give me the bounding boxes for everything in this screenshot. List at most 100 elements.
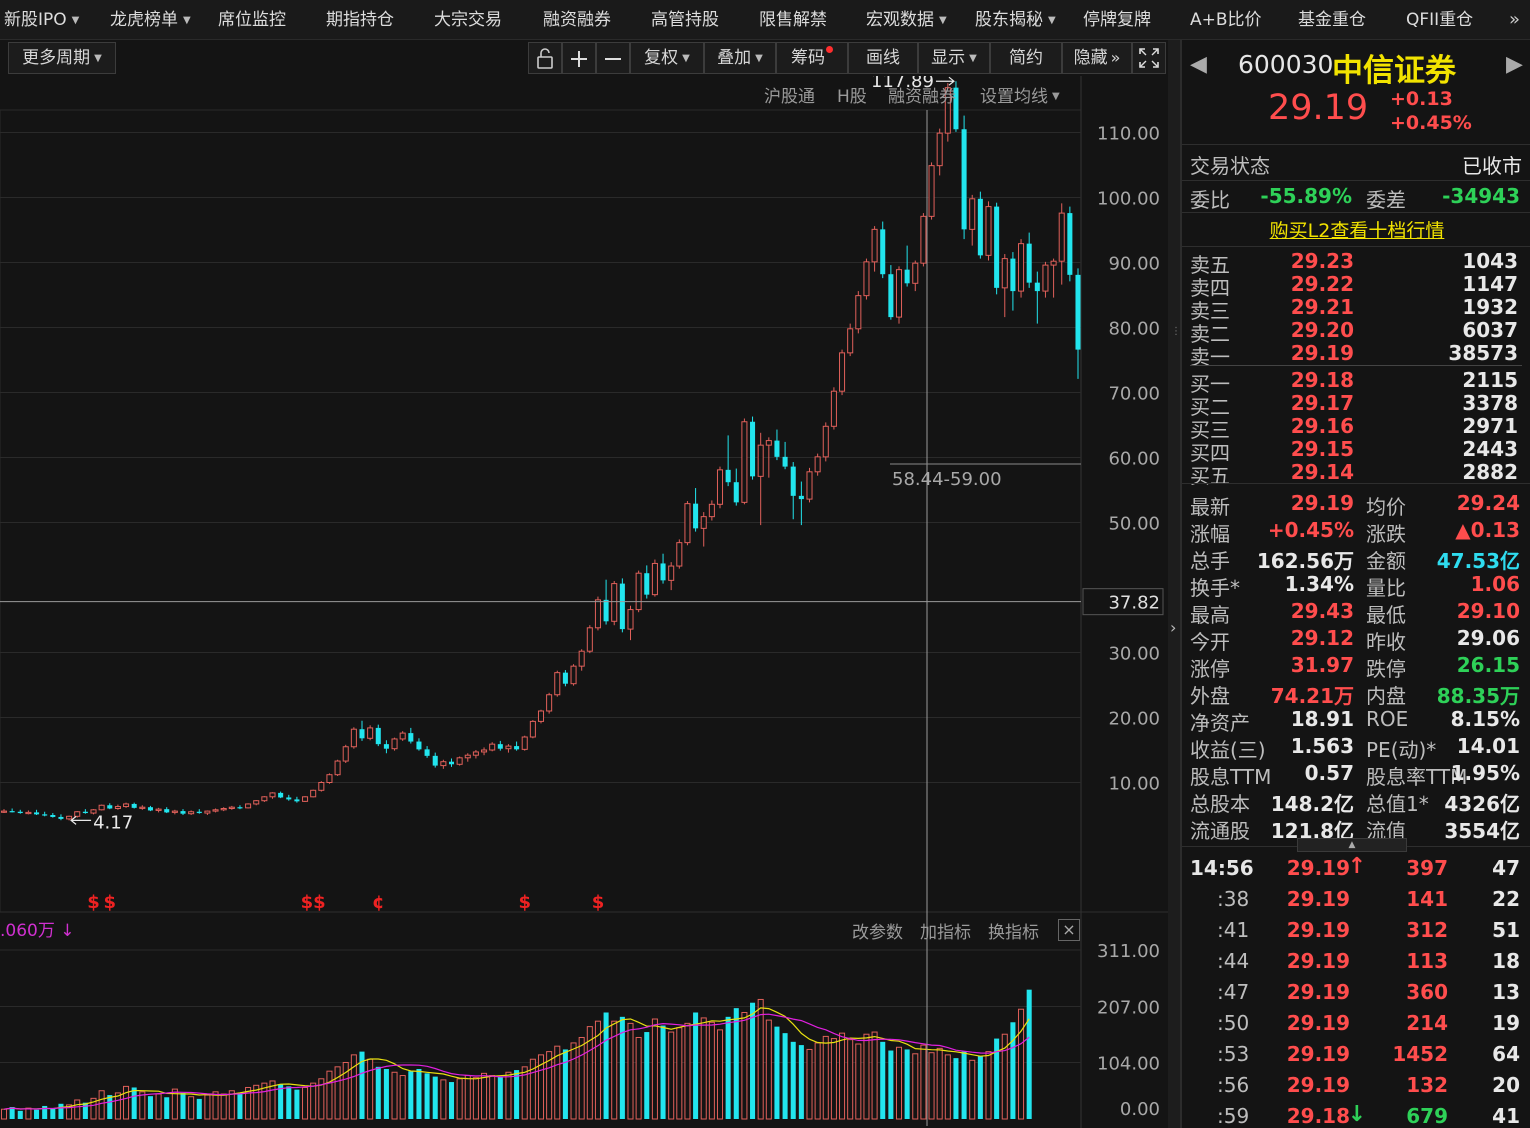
nav-more-icon[interactable]: » xyxy=(1508,9,1520,30)
volume-bar xyxy=(90,1097,97,1120)
volume-bar xyxy=(750,1002,756,1119)
candle-body xyxy=(1042,264,1049,292)
zoom-in-button[interactable] xyxy=(562,42,596,74)
candle-body xyxy=(765,440,772,446)
toolbar-button-1[interactable]: 复权 ▼ xyxy=(630,42,704,74)
candle-body xyxy=(489,743,496,751)
nav-item-10[interactable]: 股东揭秘 ▼ xyxy=(975,10,1056,30)
nav-item-12[interactable]: A+B比价 xyxy=(1190,10,1262,30)
toolbar-button-6[interactable]: 简约 xyxy=(990,42,1062,74)
nav-item-5[interactable]: 大宗交易 xyxy=(434,10,502,30)
candle-body xyxy=(432,755,438,766)
stat-label: 换手* xyxy=(1190,576,1240,600)
chart-link-1[interactable]: 沪股通 xyxy=(764,87,815,107)
candle-body xyxy=(521,736,528,750)
zoom-out-button[interactable] xyxy=(596,42,630,74)
orderbook-volume: 2882 xyxy=(1462,460,1518,484)
toolbar-button-7[interactable]: 隐藏» xyxy=(1062,42,1132,74)
candle-body xyxy=(359,729,365,739)
volume-bar xyxy=(733,1008,739,1119)
volume-link-1[interactable]: 改参数 xyxy=(852,923,903,943)
candle-body xyxy=(212,809,219,812)
candle-body xyxy=(961,129,967,230)
collapse-arrow-icon[interactable]: › xyxy=(1170,618,1177,637)
orderbook-label: 卖四 xyxy=(1190,276,1230,300)
candle-body xyxy=(50,815,56,817)
tick-volume: 679 xyxy=(1406,1104,1448,1128)
nav-item-13[interactable]: 基金重仓 xyxy=(1298,10,1366,30)
tick-price: 29.18 xyxy=(1286,1104,1350,1128)
stat-label: 总股本 xyxy=(1190,792,1250,816)
toolbar-button-2[interactable]: 叠加 ▼ xyxy=(704,42,776,74)
toolbar-button-5[interactable]: 显示 ▼ xyxy=(918,42,990,74)
price-tick-label: 10.00 xyxy=(1108,774,1160,795)
period-dropdown[interactable]: 更多周期 ▼ xyxy=(8,42,116,74)
chart-link-2[interactable]: H股 xyxy=(837,87,867,107)
toolbar-button-3[interactable]: 筹码 xyxy=(776,42,848,74)
prev-stock-arrow-icon[interactable]: ◀ xyxy=(1190,52,1207,77)
volume-bar xyxy=(98,1090,105,1120)
stat-value: 8.15% xyxy=(1450,707,1520,731)
candle-body xyxy=(66,815,73,820)
stat-label: 最新 xyxy=(1190,495,1230,519)
chart-link-4[interactable]: 设置均线 ▼ xyxy=(980,87,1060,107)
volume-bar xyxy=(416,1069,422,1119)
nav-item-1[interactable]: 新股IPO ▼ xyxy=(4,10,80,30)
volume-bar xyxy=(928,1052,935,1120)
chart-link-3[interactable]: 融资融券 xyxy=(888,87,956,107)
tick-volume: 113 xyxy=(1406,949,1448,973)
candle-body xyxy=(644,573,650,595)
event-marker[interactable]: $ xyxy=(592,892,605,913)
candle-body xyxy=(684,503,691,544)
event-marker[interactable]: $ xyxy=(104,892,117,913)
volume-bar xyxy=(839,1032,846,1120)
tick-price: 29.19 xyxy=(1286,949,1350,973)
volume-bar xyxy=(895,1046,903,1120)
separator xyxy=(1182,483,1530,484)
tick-price: 29.19 xyxy=(1286,1011,1350,1035)
kline-chart[interactable]: 110.00 100.00 90.00 80.00 70.00 60.00 50.00 30.… xyxy=(0,76,1168,1128)
volume-link-3[interactable]: 换指标 xyxy=(988,923,1039,943)
volume-bar xyxy=(408,1071,414,1119)
toolbar-button-label: 叠加 xyxy=(717,48,752,68)
candle-body xyxy=(58,816,64,819)
event-marker[interactable]: $$ xyxy=(301,892,326,913)
volume-bar xyxy=(1010,1022,1016,1119)
event-marker[interactable]: $ xyxy=(87,892,100,913)
expand-handle[interactable]: ▲ xyxy=(1297,838,1407,852)
stock-code: 600030 xyxy=(1238,50,1334,79)
chart-area: 110.00 100.00 90.00 80.00 70.00 60.00 50.00 30.… xyxy=(0,76,1168,1128)
nav-item-14[interactable]: QFII重仓 xyxy=(1406,10,1474,30)
volume-bar xyxy=(74,1099,81,1120)
nav-item-11[interactable]: 停牌复牌 xyxy=(1083,10,1151,30)
event-marker[interactable]: ¢ xyxy=(372,892,385,913)
volume-bar xyxy=(367,1058,374,1120)
nav-item-7[interactable]: 高管持股 xyxy=(651,10,719,30)
unlock-button[interactable] xyxy=(528,42,562,74)
event-marker[interactable]: $ xyxy=(518,892,531,913)
volume-bar xyxy=(391,1071,398,1120)
stat-value: 162.56万 xyxy=(1256,549,1354,573)
volume-bar xyxy=(554,1045,561,1120)
candle-body xyxy=(131,803,137,808)
panel-splitter[interactable]: ⋮ › ⋮ xyxy=(1168,40,1181,1128)
candle-body xyxy=(416,741,422,750)
nav-item-9[interactable]: 宏观数据 ▼ xyxy=(866,10,947,30)
nav-item-8[interactable]: 限售解禁 xyxy=(759,10,827,30)
close-indicator-button[interactable]: × xyxy=(1058,919,1080,941)
candle-body xyxy=(562,672,568,684)
stat-label: 总手 xyxy=(1190,549,1230,573)
l2-purchase-link[interactable]: 购买L2查看十档行情 xyxy=(1269,220,1445,242)
volume-bar xyxy=(253,1084,260,1120)
fullscreen-button[interactable] xyxy=(1132,42,1166,74)
nav-item-6[interactable]: 融资融券 xyxy=(543,10,611,30)
candle-body xyxy=(570,665,577,685)
volume-bar xyxy=(375,1066,381,1119)
volume-link-2[interactable]: 加指标 xyxy=(920,923,971,943)
nav-item-2[interactable]: 龙虎榜单 ▼ xyxy=(110,10,191,30)
nav-item-4[interactable]: 期指持仓 xyxy=(326,10,394,30)
orderbook-label: 卖二 xyxy=(1190,322,1230,346)
toolbar-button-4[interactable]: 画线 xyxy=(848,42,918,74)
nav-item-3[interactable]: 席位监控 xyxy=(218,10,286,30)
next-stock-arrow-icon[interactable]: ▶ xyxy=(1506,52,1523,77)
